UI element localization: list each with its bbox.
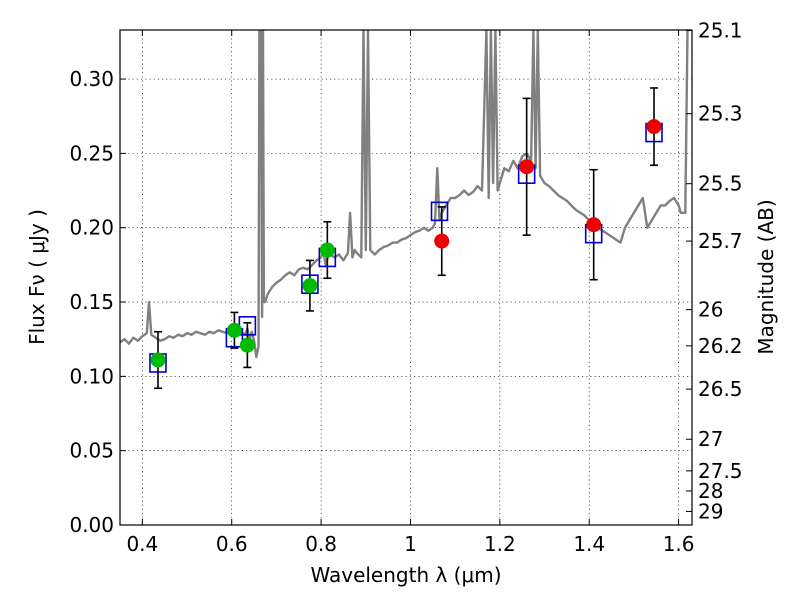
x-tick-label: 1 bbox=[404, 532, 417, 556]
right-tick-label: 25.7 bbox=[698, 229, 743, 253]
observed-ground-point bbox=[519, 159, 535, 175]
right-tick-label: 28 bbox=[698, 479, 723, 503]
right-tick-label: 26.2 bbox=[698, 334, 743, 358]
right-tick-label: 29 bbox=[698, 499, 723, 523]
observed-ground-point bbox=[646, 119, 662, 135]
right-tick-label: 26 bbox=[698, 298, 723, 322]
y-tick-label: 0.05 bbox=[69, 439, 114, 463]
observed-ground-point bbox=[586, 217, 602, 233]
observed-space-point bbox=[226, 322, 242, 338]
y-tick-label: 0.30 bbox=[69, 67, 114, 91]
right-axis-label: Magnitude (AB) bbox=[754, 199, 778, 354]
x-tick-label: 1.2 bbox=[484, 532, 516, 556]
y-tick-label: 0.20 bbox=[69, 216, 114, 240]
right-tick-label: 25.1 bbox=[698, 18, 743, 42]
model-photometry-square bbox=[301, 274, 319, 294]
y-tick-label: 0.10 bbox=[69, 364, 114, 388]
observed-space-point bbox=[319, 242, 335, 258]
right-tick-label: 27 bbox=[698, 427, 723, 451]
observed-space-point bbox=[239, 337, 255, 353]
x-tick-label: 1.6 bbox=[663, 532, 695, 556]
right-tick-label: 26.5 bbox=[698, 377, 743, 401]
right-tick-label: 27.5 bbox=[698, 459, 743, 483]
y-tick-label: 0.25 bbox=[69, 141, 114, 165]
right-tick-label: 25.3 bbox=[698, 102, 743, 126]
model-photometry-square bbox=[430, 201, 449, 222]
x-tick-label: 0.6 bbox=[216, 532, 248, 556]
y-tick-label: 0.15 bbox=[69, 290, 114, 314]
observed-points bbox=[150, 119, 662, 368]
x-tick-label: 0.8 bbox=[305, 532, 337, 556]
observed-ground-point bbox=[434, 233, 450, 249]
x-tick-label: 0.4 bbox=[126, 532, 158, 556]
observed-space-point bbox=[302, 278, 318, 294]
grid bbox=[120, 30, 692, 525]
observed-space-point bbox=[150, 352, 166, 368]
right-tick-label: 25.5 bbox=[698, 172, 743, 196]
x-axis-label: Wavelength λ (μm) bbox=[310, 563, 501, 587]
y-tick-label: 0.00 bbox=[69, 513, 114, 537]
y-axis-label: Flux Fν ( μJy ) bbox=[25, 209, 49, 345]
x-tick-label: 1.4 bbox=[573, 532, 605, 556]
plot-background bbox=[120, 30, 692, 525]
plot-frame bbox=[119, 29, 693, 526]
x-axis-ticks: 0.4 0.6 0.8 1 1.2 1.4 1.6 bbox=[126, 30, 695, 556]
y-axis-ticks: 0.00 0.05 0.10 0.15 0.20 0.25 0.30 bbox=[69, 67, 126, 537]
